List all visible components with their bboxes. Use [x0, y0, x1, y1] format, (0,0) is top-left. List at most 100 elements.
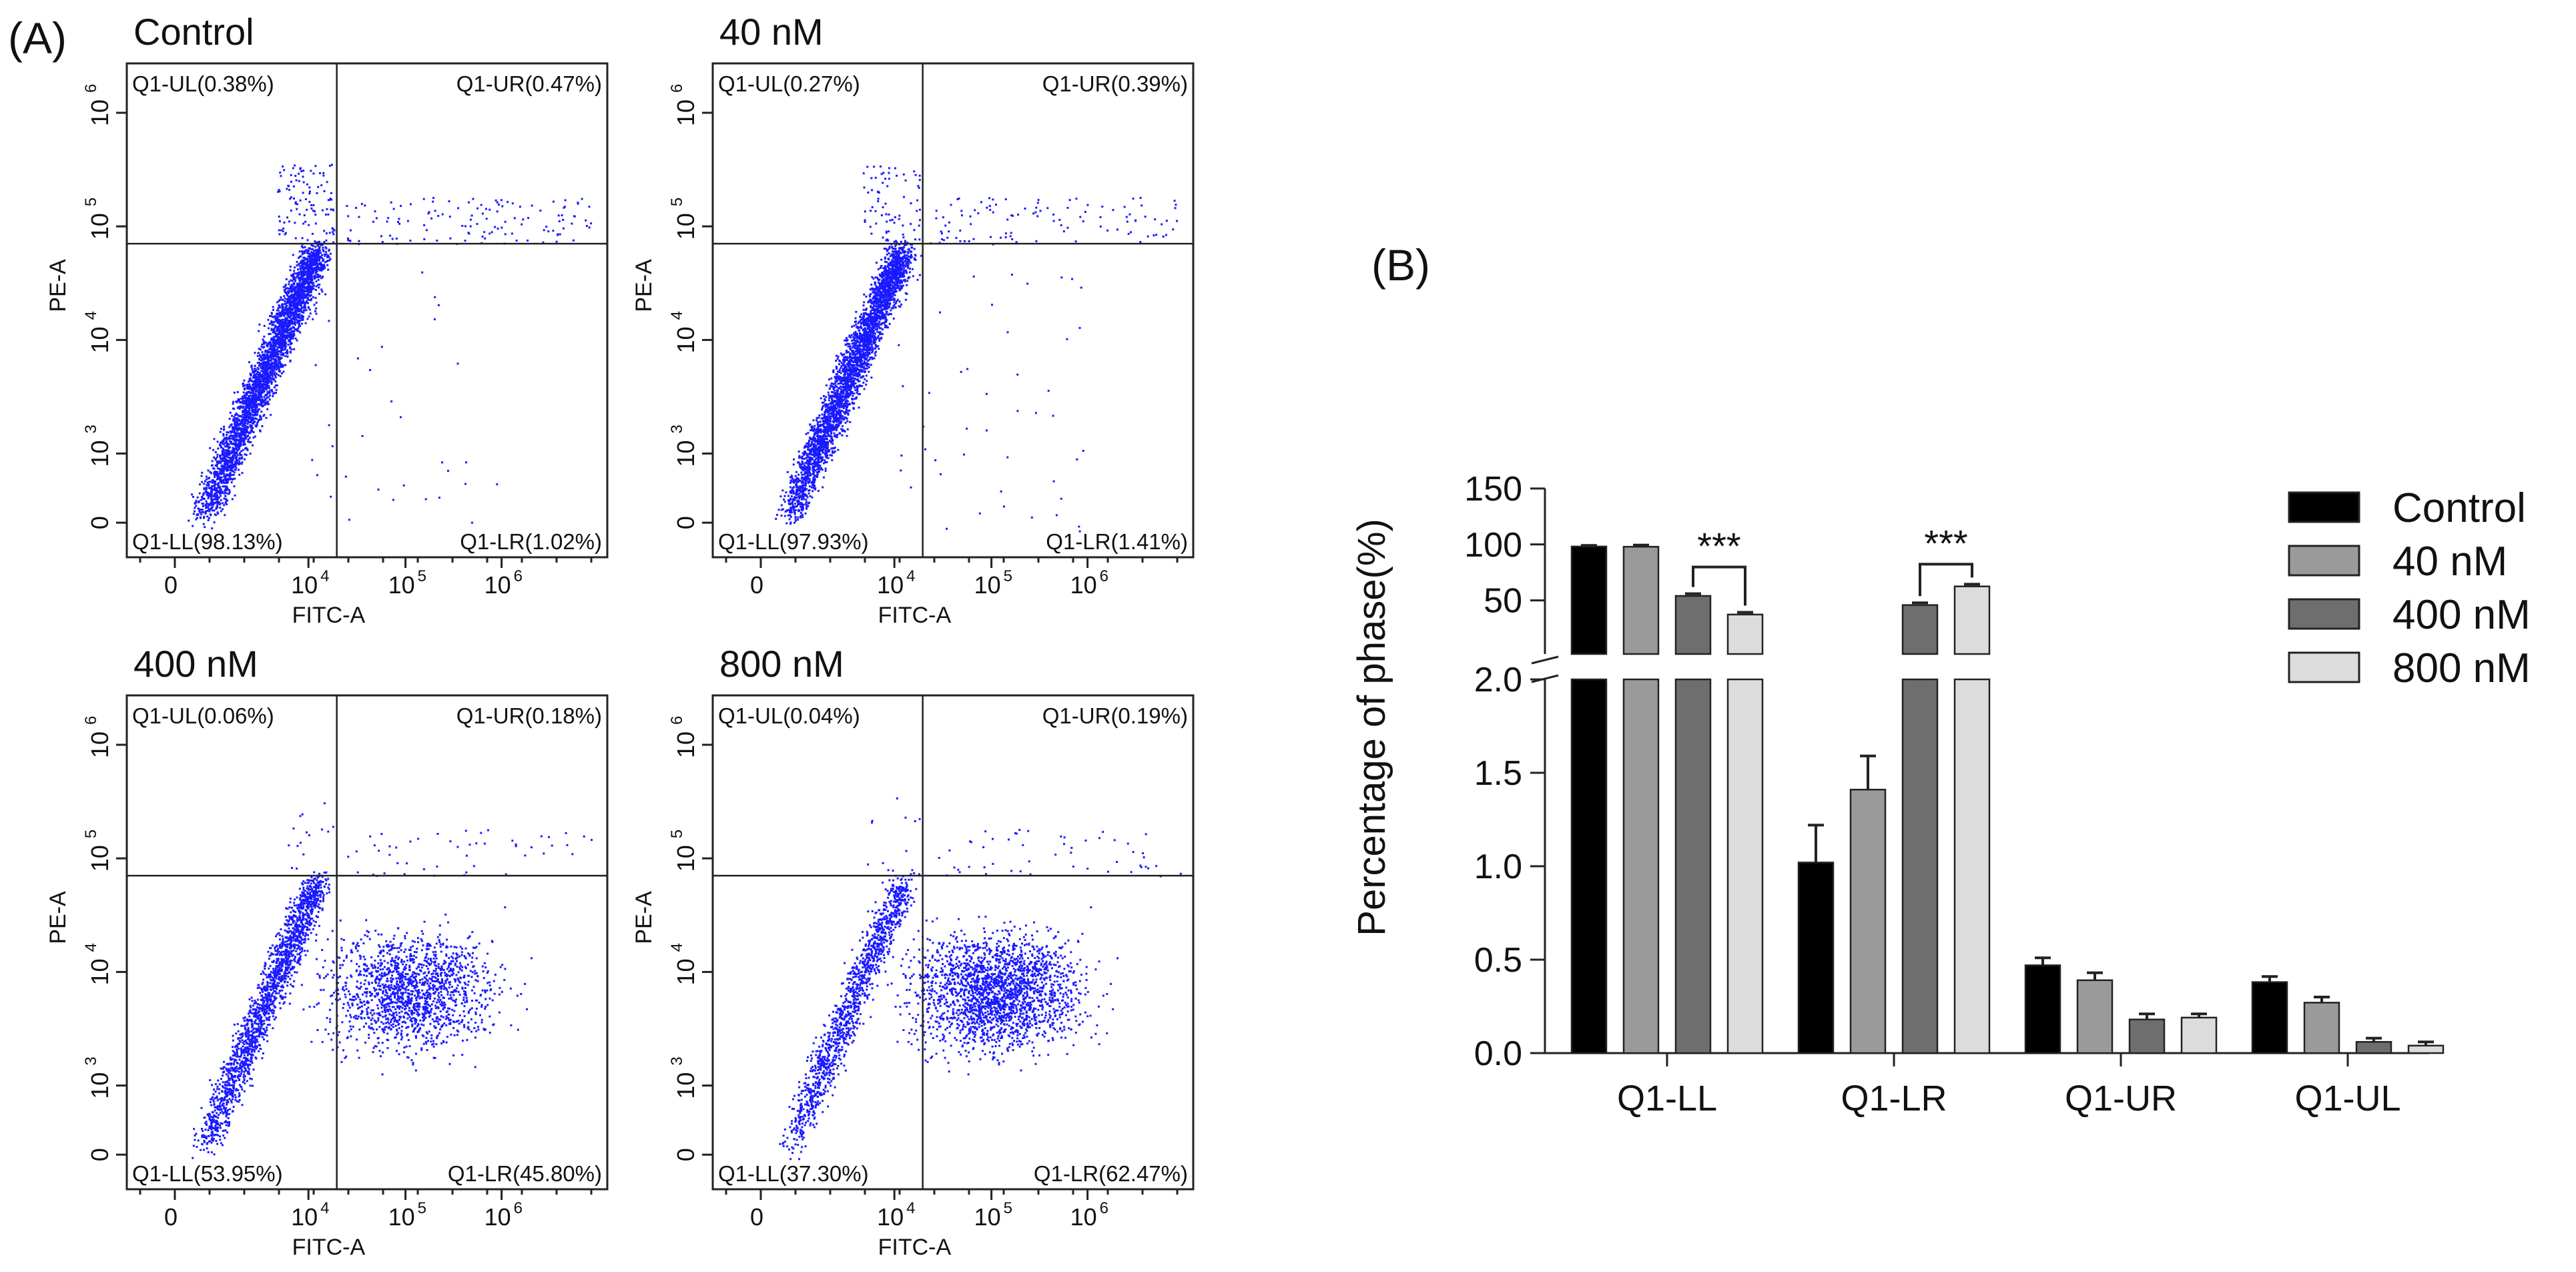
scatter-point — [276, 332, 279, 335]
scatter-point — [903, 267, 906, 270]
scatter-point — [278, 336, 280, 339]
scatter-point — [203, 498, 206, 500]
scatter-point — [224, 466, 226, 469]
scatter-point — [857, 344, 859, 347]
scatter-point — [783, 495, 786, 497]
scatter-point — [210, 489, 213, 491]
scatter-point — [861, 369, 863, 371]
scatter-point — [501, 205, 504, 208]
scatter-point — [244, 424, 247, 427]
scatter-point — [260, 400, 263, 402]
scatter-point — [842, 369, 845, 372]
scatter-point — [295, 179, 298, 182]
scatter-point — [308, 273, 311, 276]
scatter-point — [400, 416, 402, 418]
scatter-point — [275, 360, 278, 362]
scatter-point — [291, 290, 294, 292]
scatter-point — [235, 412, 238, 415]
scatter-point — [216, 453, 219, 456]
scatter-point — [230, 431, 232, 434]
scatter-point — [284, 285, 286, 288]
scatter-point — [231, 414, 234, 417]
scatter-point — [292, 167, 294, 170]
scatter-point — [297, 316, 300, 319]
scatter-point — [275, 316, 278, 318]
scatter-point — [232, 400, 235, 403]
scatter-point — [309, 190, 311, 193]
scatter-point — [310, 204, 312, 206]
scatter-point — [259, 364, 262, 367]
scatter-point — [280, 229, 283, 232]
scatter-point — [245, 400, 248, 403]
scatter-point — [358, 216, 360, 218]
scatter-point — [893, 304, 896, 306]
scatter-point — [272, 336, 275, 338]
scatter-point — [254, 398, 256, 401]
scatter-point — [280, 326, 283, 328]
scatter-point — [281, 303, 284, 306]
scatter-point — [266, 358, 269, 361]
scatter-point — [318, 240, 320, 243]
scatter-point — [268, 348, 270, 351]
scatter-point — [314, 214, 317, 216]
scatter-point — [278, 368, 280, 371]
scatter-point — [290, 294, 292, 296]
scatter-point — [900, 246, 902, 249]
scatter-point — [860, 366, 863, 368]
scatter-point — [246, 391, 248, 394]
scatter-point — [283, 314, 286, 317]
scatter-point — [260, 394, 262, 397]
scatter-point — [234, 465, 236, 468]
scatter-point — [511, 202, 514, 205]
scatter-point — [312, 210, 314, 212]
scatter-point — [284, 308, 287, 311]
scatter-point — [264, 394, 267, 396]
scatter-point — [879, 285, 882, 288]
scatter-point — [269, 345, 272, 348]
scatter-point — [282, 328, 284, 331]
scatter-point — [292, 337, 294, 340]
scatter-point — [290, 310, 292, 312]
scatter-point — [820, 430, 822, 432]
scatter-point — [456, 362, 459, 365]
scatter-point — [208, 481, 211, 483]
scatter-point — [296, 284, 298, 286]
scatter-point — [430, 217, 433, 220]
scatter-point — [296, 321, 299, 324]
scatter-point — [588, 226, 591, 229]
scatter-point — [885, 248, 888, 250]
scatter-point — [296, 261, 298, 263]
scatter-point — [858, 356, 861, 359]
scatter-point — [256, 362, 259, 364]
scatter-point — [304, 290, 307, 293]
scatter-point — [869, 326, 872, 328]
scatter-point — [863, 344, 866, 346]
scatter-point — [249, 402, 252, 404]
scatter-point — [235, 466, 238, 469]
scatter-point — [224, 452, 227, 454]
scatter-point — [254, 406, 256, 408]
scatter-point — [409, 240, 412, 242]
scatter-point — [878, 337, 881, 340]
scatter-point — [294, 337, 297, 340]
scatter-point — [224, 457, 226, 460]
scatter-point — [250, 379, 252, 382]
scatter-point — [248, 395, 250, 397]
scatter-point — [447, 470, 449, 472]
scatter-point — [859, 344, 862, 346]
scatter-point — [234, 448, 236, 450]
scatter-point — [312, 296, 314, 298]
scatter-point — [254, 383, 256, 386]
scatter-point — [799, 491, 802, 493]
scatter-point — [253, 395, 256, 398]
scatter-point — [277, 358, 280, 361]
scatter-point — [223, 504, 226, 507]
scatter-point — [223, 472, 226, 475]
scatter-point — [271, 315, 274, 318]
scatter-point — [316, 266, 318, 268]
scatter-point — [244, 443, 246, 446]
scatter-point — [224, 477, 227, 480]
scatter-point — [232, 431, 235, 434]
scatter-point — [223, 453, 226, 456]
scatter-point — [910, 262, 912, 264]
